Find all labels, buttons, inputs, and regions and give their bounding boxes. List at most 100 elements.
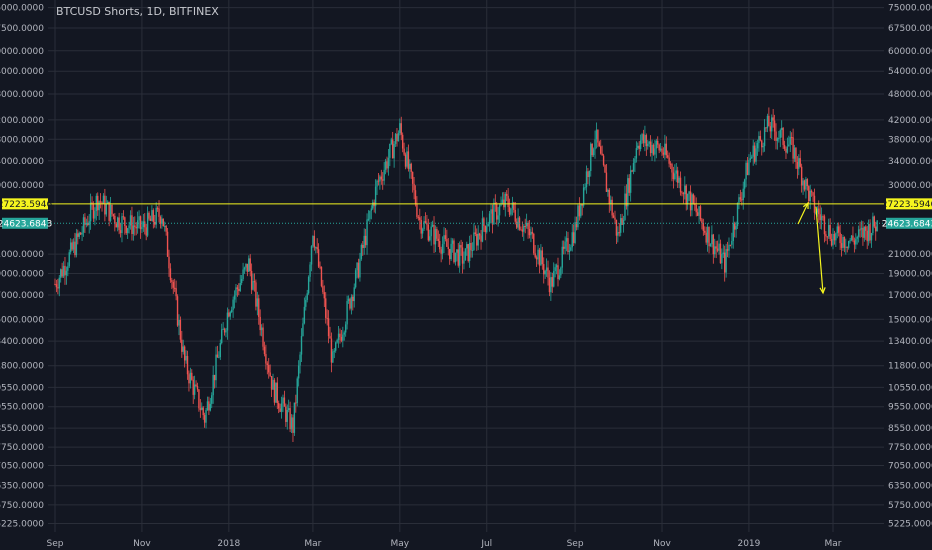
candle-body [632,163,635,172]
candle-body [691,194,693,211]
candle-body [243,267,246,270]
price-label-left: 9550.0000 [0,403,44,413]
candle-body [856,236,858,239]
candle-body [366,219,368,246]
candle-body [870,233,873,241]
candle-body [235,287,237,296]
candle-body [105,204,107,215]
candle-body [199,408,202,410]
candle-body [61,269,63,277]
candle-body [280,403,283,412]
candle-body [104,195,106,215]
candle-body [504,193,506,208]
candle-body [771,117,773,132]
candle-body [761,140,763,148]
price-label-left: 38000.0000 [0,135,44,145]
axes: 75000.0000 75000.0000 67500.0000 67500.0000… [0,4,932,549]
candle-body [260,327,263,331]
candle-body [409,163,411,169]
candle-body [198,389,200,409]
candle-body [146,212,149,236]
candle-body [156,207,159,209]
price-label-left: 13400.0000 [0,337,44,347]
candle-body [533,233,535,254]
candle-body [145,227,147,236]
candle-body [344,324,347,333]
candle-body [175,288,177,297]
candle-body [420,220,422,234]
candle-body [645,135,648,147]
candle-body [416,204,418,217]
time-label: Mar [304,539,321,549]
candle-body [191,372,193,380]
candle-body [278,403,280,409]
candle-body [326,317,328,319]
candle-body [611,199,613,216]
candle-body [622,219,625,225]
candle-body [377,180,380,182]
candle-body [290,417,293,430]
price-label-right: 60000.0000 [888,47,932,57]
candle-body [266,363,269,365]
candle-body [322,286,324,293]
candle-body [657,140,659,145]
candle-body [699,206,702,220]
price-label-right: 7050.0000 [888,461,932,471]
candle-body [306,293,308,300]
candle-body [639,140,642,150]
candle-body [293,402,296,433]
candle-body [669,163,672,165]
candle-body [715,246,717,249]
candle-body [792,137,794,159]
candle-body [139,216,142,230]
candle-body [843,236,846,248]
candle-body [312,235,314,247]
candle-body [621,218,623,225]
candle-body [581,203,583,206]
candle-body [741,199,743,201]
candle-body [411,171,414,184]
candle-body [460,245,462,248]
candle-body [122,216,125,218]
candle-body [189,372,192,384]
candle-body [845,246,847,248]
candle-body [852,235,854,241]
candle-body [712,234,715,255]
candle-body [853,240,856,245]
candle-body [795,147,797,163]
projection-arrow-up [797,202,809,225]
candle-body [602,155,605,165]
candle-body [218,357,220,359]
candle-body [785,148,787,153]
candle-body [624,193,626,220]
candle-body [317,249,320,267]
candle-body [470,242,472,251]
candle-body [238,289,240,291]
price-label-left: 17000.0000 [0,291,44,301]
candle-body [62,265,65,277]
candle-body [436,228,438,239]
candle-body [58,277,60,289]
candle-body [443,235,445,245]
candle-body [497,215,499,220]
candle-body [829,225,831,240]
candle-body [480,235,482,242]
candle-body [842,236,844,248]
candle-body [325,298,327,318]
candle-body [320,266,323,287]
candle-body [527,222,529,229]
candle-body [421,229,424,234]
candle-body [743,179,746,189]
candle-body [466,244,468,249]
candle-body [132,225,135,235]
candle-body [508,207,511,215]
candle-body [276,382,278,404]
candle-body [119,230,122,234]
resistance-price-tag-left-bg [2,198,48,210]
candle-body [343,332,345,335]
candle-body [500,203,502,206]
candle-body [242,269,244,280]
candle-body [865,226,867,231]
